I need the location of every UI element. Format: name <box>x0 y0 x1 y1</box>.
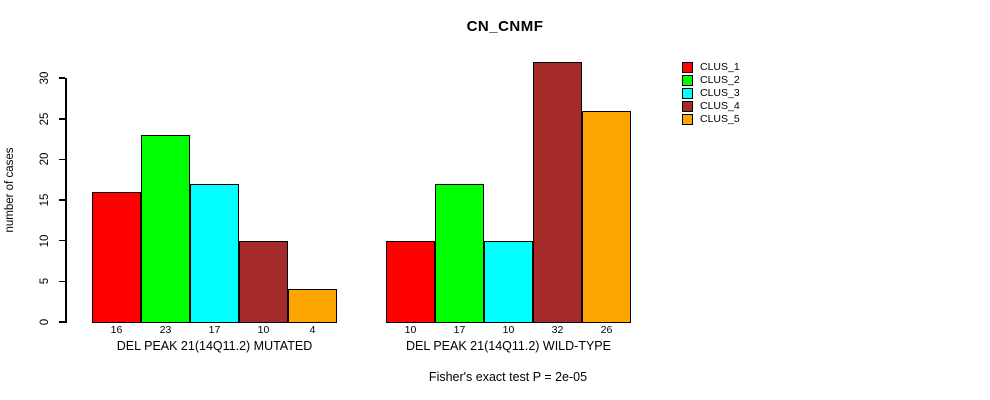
legend-swatch-icon <box>682 87 693 99</box>
legend-item-clus_1: CLUS_1 <box>682 61 740 73</box>
bar-value-label: 4 <box>309 324 316 336</box>
x-group-label: DEL PEAK 21(14Q11.2) WILD-TYPE <box>406 339 611 353</box>
bar-clus_4-group1 <box>239 240 288 323</box>
y-axis-tick <box>59 321 65 323</box>
bar-clus_2-group1 <box>141 135 190 323</box>
y-axis-tick-label: 15 <box>39 193 51 207</box>
legend-swatch-icon <box>682 61 693 73</box>
bar-clus_4-group2 <box>533 61 582 323</box>
bar-clus_5-group2 <box>582 110 631 323</box>
bar-value-label: 10 <box>257 324 270 336</box>
bar-clus_5-group1 <box>288 289 337 323</box>
legend-item-clus_4: CLUS_4 <box>682 100 740 112</box>
fisher-test-annotation: Fisher's exact test P = 2e-05 <box>428 370 588 384</box>
bar-value-label: 17 <box>208 324 221 336</box>
legend-swatch-icon <box>682 113 693 125</box>
chart-title: CN_CNMF <box>466 18 544 35</box>
y-axis-tick <box>59 199 65 201</box>
bar-value-label: 10 <box>404 324 417 336</box>
y-axis-tick-label: 5 <box>39 278 51 285</box>
legend-item-label: CLUS_2 <box>700 74 740 86</box>
bar-value-label: 32 <box>551 324 564 336</box>
bar-value-label: 23 <box>159 324 172 336</box>
y-axis-line <box>65 78 67 323</box>
y-axis-tick-label: 20 <box>39 152 51 166</box>
bar-clus_3-group1 <box>190 183 239 323</box>
legend-swatch-icon <box>682 100 693 112</box>
legend-item-clus_2: CLUS_2 <box>682 74 740 86</box>
y-axis-tick <box>59 118 65 120</box>
y-axis-tick <box>59 77 65 79</box>
bar-value-label: 26 <box>600 324 613 336</box>
y-axis-tick <box>59 158 65 161</box>
bar-value-label: 10 <box>502 324 515 336</box>
legend-item-label: CLUS_3 <box>700 87 740 99</box>
y-axis-label: number of cases <box>4 147 16 233</box>
legend-item-label: CLUS_5 <box>700 113 740 125</box>
x-group-label: DEL PEAK 21(14Q11.2) MUTATED <box>116 339 313 353</box>
legend-swatch-icon <box>682 74 693 86</box>
legend-item-label: CLUS_4 <box>700 100 740 112</box>
legend-item-clus_3: CLUS_3 <box>682 87 740 99</box>
bar-clus_1-group1 <box>92 191 141 323</box>
bar-clus_1-group2 <box>386 240 435 323</box>
legend-item-label: CLUS_1 <box>700 61 740 73</box>
y-axis-tick-label: 0 <box>39 318 51 326</box>
bar-clus_2-group2 <box>435 183 484 323</box>
bar-value-label: 17 <box>453 324 466 336</box>
legend-item-clus_5: CLUS_5 <box>682 113 740 125</box>
y-axis-tick-label: 30 <box>39 71 51 85</box>
y-axis-tick <box>59 239 65 242</box>
bar-clus_3-group2 <box>484 240 533 323</box>
y-axis-tick-label: 10 <box>39 234 51 248</box>
y-axis-tick <box>59 280 65 283</box>
bar-value-label: 16 <box>110 324 123 336</box>
y-axis-tick-label: 25 <box>39 112 51 126</box>
